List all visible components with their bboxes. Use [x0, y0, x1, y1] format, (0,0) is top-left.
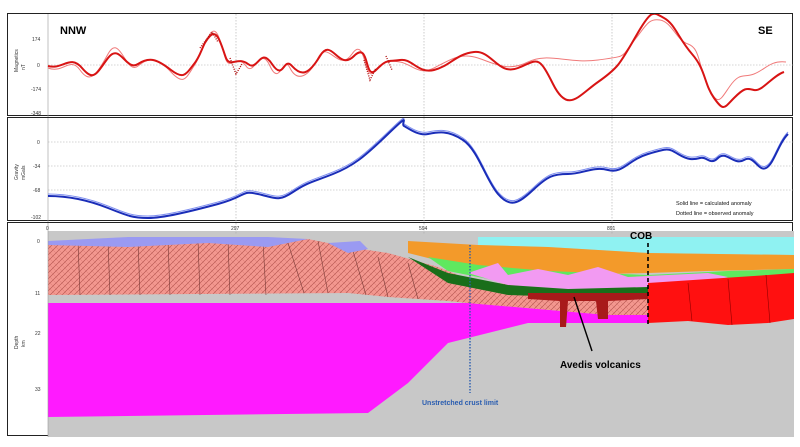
x-tick: 594: [419, 226, 428, 232]
y-tick: 33: [35, 387, 41, 393]
continental-crust-layer: [48, 239, 648, 315]
magnetics-panel: NNW SE Magnetics nT 174 0 -174 -348: [7, 13, 794, 117]
oceanic-fault-lines: [687, 274, 771, 326]
y-tick: 22: [35, 331, 41, 337]
volcanics-label: Avedis volcanics: [560, 360, 641, 371]
y-axis-label: Gravity: [14, 164, 20, 180]
direction-right: SE: [758, 25, 773, 37]
magnetics-observed-dots: [199, 30, 393, 82]
sediment-layer: [408, 241, 794, 275]
y-axis-label: Depth: [14, 335, 20, 349]
gravity-plot: Gravity mGals 0 -34 -68 -102 Solid line …: [14, 118, 794, 222]
magnetics-calculated-curve: [47, 14, 785, 108]
x-tick: 297: [231, 226, 240, 232]
y-tick: -34: [33, 164, 40, 170]
direction-left: NNW: [60, 25, 87, 37]
cob-label: COB: [630, 231, 652, 242]
gravity-calculated-curve: [47, 119, 789, 220]
crust-fault-blocks: [77, 240, 419, 300]
volcanic-dark-layer: [528, 293, 648, 327]
water-layer: [478, 237, 794, 255]
legend-solid: Solid line = calculated anomaly: [676, 201, 752, 207]
magnetics-plot: NNW SE Magnetics nT 174 0 -174 -348: [14, 14, 794, 117]
cross-section: COB Unstretched crust limit Avedis volca…: [14, 223, 794, 437]
lavender-patch: [328, 241, 368, 253]
y-tick: 11: [35, 291, 40, 297]
x-tick: 891: [607, 226, 616, 232]
y-tick: 0: [37, 140, 40, 146]
y-axis-unit: nT: [21, 64, 27, 70]
y-axis-unit: km: [21, 340, 27, 347]
y-tick: -102: [31, 215, 41, 221]
volcanics-pointer: [573, 296, 593, 352]
y-axis-label: Magnetics: [14, 49, 20, 72]
lavender-patch: [48, 237, 308, 247]
y-tick: 0: [37, 239, 40, 245]
crust-limit-label: Unstretched crust limit: [422, 400, 499, 407]
x-tick: 0: [46, 226, 49, 232]
magnetics-observed-curve: [47, 19, 787, 100]
y-tick: -348: [31, 111, 41, 117]
y-tick: -174: [31, 87, 41, 93]
section-panel: COB Unstretched crust limit Avedis volca…: [7, 222, 794, 437]
y-tick: -68: [33, 188, 40, 194]
y-axis-unit: mGals: [21, 165, 27, 180]
y-tick: 174: [32, 37, 41, 43]
legend-dotted: Dotted line = observed anomaly: [676, 211, 754, 217]
oceanic-crust-layer: [648, 273, 794, 325]
y-tick: 0: [37, 63, 40, 69]
gravity-panel: Gravity mGals 0 -34 -68 -102 Solid line …: [7, 117, 794, 222]
mantle-layer: [48, 303, 648, 417]
